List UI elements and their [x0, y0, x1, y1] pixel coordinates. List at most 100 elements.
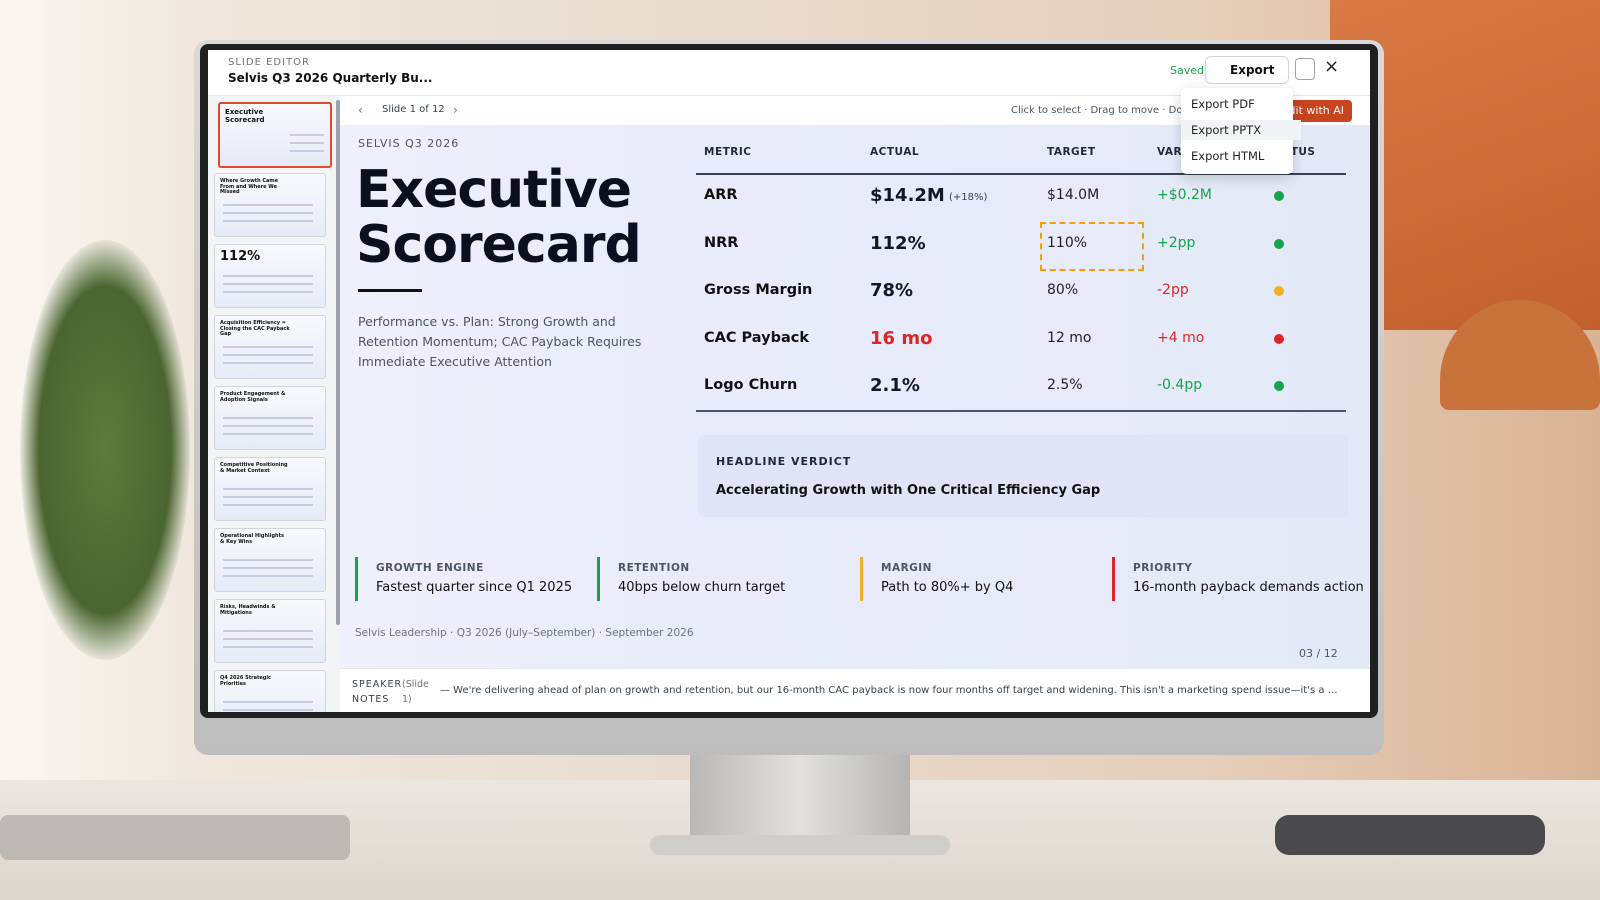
callout-label: PRIORITY: [1133, 562, 1193, 574]
thumbnail-title: Executive Scorecard: [225, 108, 265, 124]
column-header: METRIC: [704, 146, 752, 158]
metric-name: CAC Payback: [704, 329, 809, 346]
slide-thumbnail[interactable]: Operational Highlights & Key Wins: [214, 528, 326, 592]
callout-text: Path to 80%+ by Q4: [881, 580, 1014, 595]
thumbnail-title: 112%: [220, 249, 261, 264]
notes-text: — We're delivering ahead of plan on grow…: [440, 685, 1340, 696]
editor-label: SLIDE EDITOR: [228, 57, 310, 68]
thumbnail-line: [223, 425, 313, 427]
variance-value: -0.4pp: [1157, 377, 1203, 393]
thumbnail-line: [223, 638, 313, 640]
callout-text: Fastest quarter since Q1 2025: [376, 580, 573, 595]
thumbnail-title: Where Growth Came From and Where We Miss…: [220, 178, 279, 195]
column-header: TARGET: [1047, 146, 1096, 158]
prev-slide[interactable]: ‹: [358, 103, 363, 117]
verdict-text: Accelerating Growth with One Critical Ef…: [716, 483, 1101, 498]
slide-title: Executive Scorecard: [356, 160, 642, 275]
metric-name: ARR: [704, 187, 738, 203]
target-value: 80%: [1047, 282, 1079, 298]
slide-indicator: Slide 1 of 12: [382, 104, 445, 115]
target-value: 2.5%: [1047, 377, 1083, 393]
actual-value: 2.1%: [870, 375, 920, 396]
metric-name: Logo Churn: [704, 377, 798, 393]
title-rule: [358, 289, 422, 292]
thumbnail-line: [223, 283, 313, 285]
thumbnail-title: Q4 2026 Strategic Priorities: [220, 675, 271, 687]
slide-eyebrow: SELVIS Q3 2026: [358, 137, 460, 150]
plant: [20, 240, 190, 660]
slide-subtitle: Performance vs. Plan: Strong Growth and …: [358, 314, 642, 369]
save-icon[interactable]: [1295, 58, 1315, 80]
metric-name: NRR: [704, 234, 739, 251]
slide-footer: Selvis Leadership · Q3 2026 (July–Septem…: [355, 627, 694, 639]
thumbnail-line: [223, 504, 313, 506]
laptop: [0, 815, 350, 860]
slide-canvas: SELVIS Q3 2026 Executive Scorecard Perfo…: [340, 125, 1370, 668]
callout-label: RETENTION: [618, 562, 690, 574]
next-slide[interactable]: ›: [453, 103, 458, 117]
thumbnail-title: Product Engagement & Adoption Signals: [220, 391, 286, 403]
table-bottom-rule: [696, 410, 1346, 412]
slide-thumbnail[interactable]: Q4 2026 Strategic Priorities: [214, 670, 326, 712]
export-option[interactable]: Export HTML: [1191, 149, 1265, 163]
callout-accent: [860, 557, 863, 601]
actual-note: (+18%): [949, 192, 988, 203]
thumbnail-line: [223, 488, 313, 490]
verdict-label: HEADLINE VERDICT: [716, 455, 852, 468]
thumbnail-title: Risks, Headwinds & Mitigations: [220, 604, 276, 616]
monitor-neck: [690, 745, 910, 845]
selection-box: [1040, 222, 1144, 271]
thumbnail-line: [223, 212, 313, 214]
export-button[interactable]: Export: [1205, 56, 1289, 84]
slide-thumbnail[interactable]: Where Growth Came From and Where We Miss…: [214, 173, 326, 237]
thumbnail-title: Operational Highlights & Key Wins: [220, 533, 284, 545]
slide-thumbnail[interactable]: 112%: [214, 244, 326, 308]
thumbnail-title: Acquisition Efficiency = Closing the CAC…: [220, 320, 290, 337]
thumbnail-line: [223, 417, 313, 419]
table-top-rule: [696, 173, 1346, 175]
slide-thumbnail[interactable]: Executive Scorecard: [218, 102, 332, 168]
slide-thumbnail[interactable]: Competitive Positioning & Market Context: [214, 457, 326, 521]
thumbnail-title: Competitive Positioning & Market Context: [220, 462, 288, 474]
thumbnail-panel: Executive Scorecard Where Growth Came Fro…: [208, 96, 340, 712]
thumbnail-line: [290, 134, 324, 136]
status-dot: [1274, 381, 1284, 391]
phone: [1275, 815, 1545, 855]
variance-value: +4 mo: [1157, 329, 1205, 346]
close-icon[interactable]: ×: [1324, 56, 1340, 77]
thumbnail-line: [223, 567, 313, 569]
export-option[interactable]: Export PPTX: [1181, 120, 1301, 140]
page-number: 03 / 12: [1299, 647, 1338, 660]
export-option[interactable]: Export PDF: [1191, 97, 1255, 111]
monitor-base: [650, 835, 950, 855]
target-value: 12 mo: [1047, 329, 1092, 346]
target-value: $14.0M: [1047, 187, 1100, 203]
thumbnail-line: [223, 275, 313, 277]
thumbnail-line: [223, 291, 313, 293]
export-menu: Export PDF Export PPTX Export HTML: [1181, 88, 1301, 174]
verdict-card: HEADLINE VERDICT Accelerating Growth wit…: [698, 435, 1348, 517]
column-header: ACTUAL: [870, 146, 920, 158]
variance-value: +2pp: [1157, 234, 1196, 251]
callout-label: MARGIN: [881, 562, 932, 574]
thumbnail-line: [223, 646, 313, 648]
thumbnail-line: [223, 701, 313, 703]
status-dot: [1274, 191, 1284, 201]
notes-bar: SPEAKER NOTES (Slide 1) — We're deliveri…: [340, 668, 1370, 712]
slide-thumbnail[interactable]: Product Engagement & Adoption Signals: [214, 386, 326, 450]
callout-text: 16-month payback demands action: [1133, 580, 1364, 595]
actual-value: 78%: [870, 280, 914, 301]
thumbnail-line: [223, 346, 313, 348]
callout-accent: [355, 557, 358, 601]
slide-thumbnail[interactable]: Risks, Headwinds & Mitigations: [214, 599, 326, 663]
thumbnail-line: [290, 142, 324, 144]
variance-value: +$0.2M: [1157, 187, 1212, 203]
thumbnail-line: [223, 575, 313, 577]
doc-title: Selvis Q3 2026 Quarterly Bu...: [228, 71, 433, 85]
callout-accent: [597, 557, 600, 601]
thumbnail-line: [290, 150, 324, 152]
notes-label: SPEAKER NOTES: [352, 679, 403, 705]
status-dot: [1274, 238, 1284, 249]
slide-thumbnail[interactable]: Acquisition Efficiency = Closing the CAC…: [214, 315, 326, 379]
thumbnail-line: [223, 433, 313, 435]
